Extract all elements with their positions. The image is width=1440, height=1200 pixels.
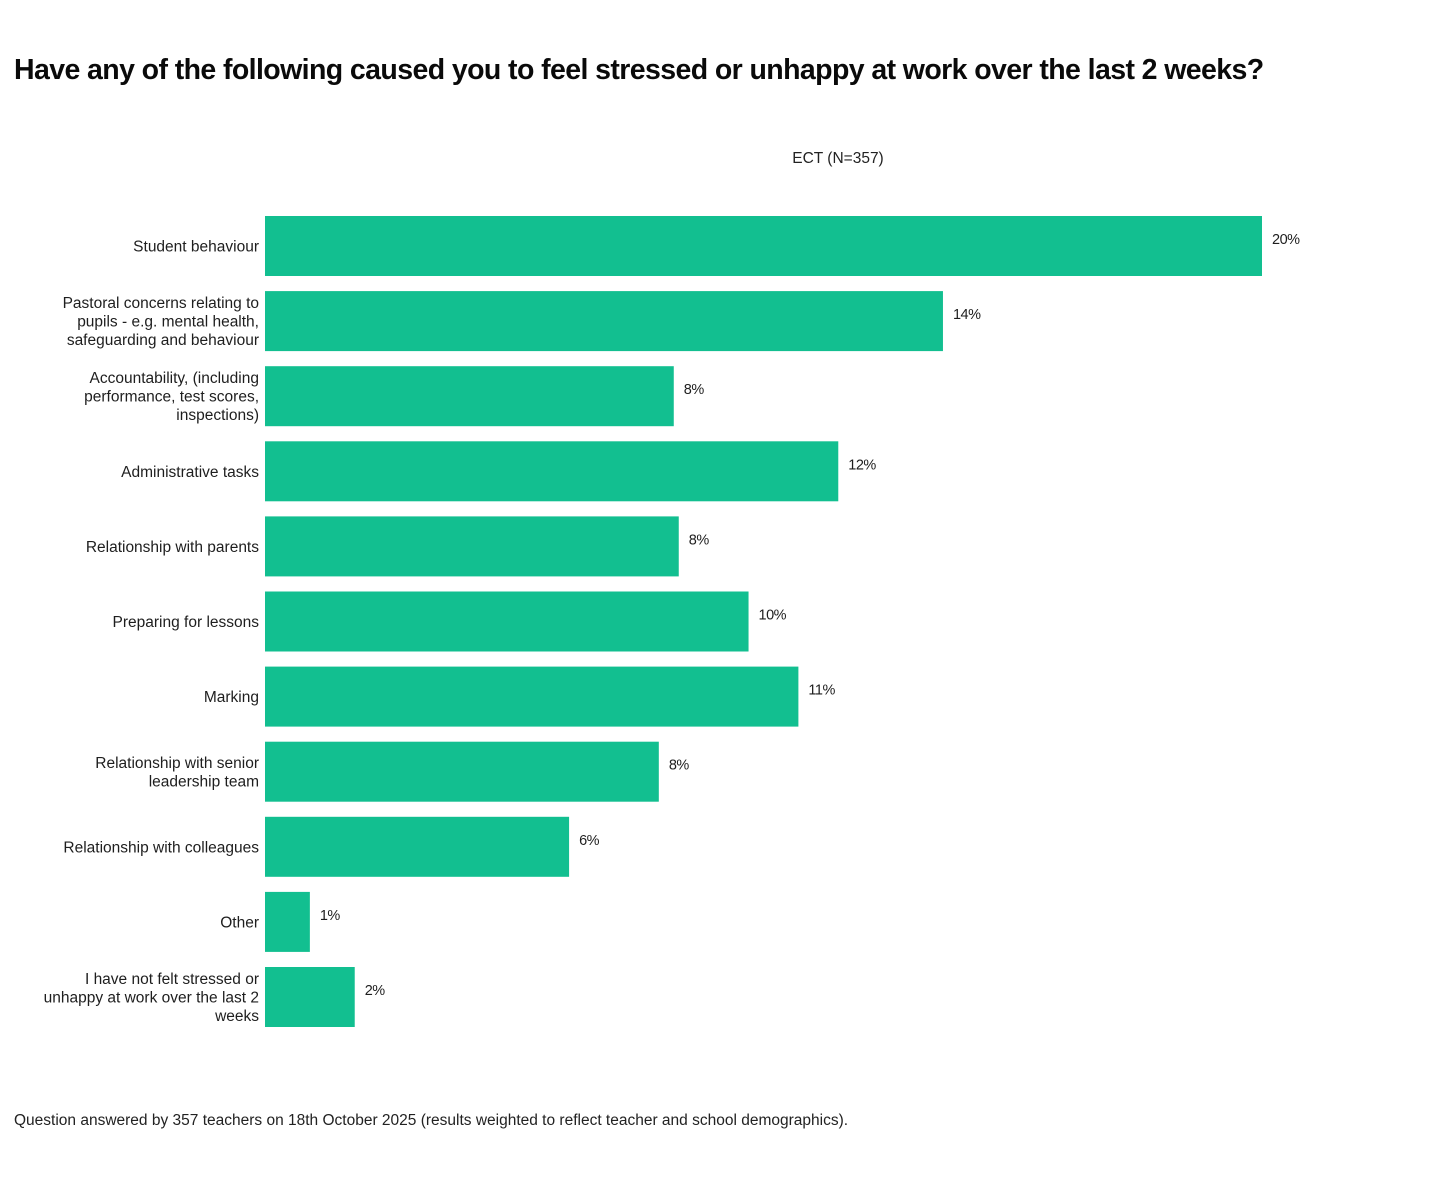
value-label: 2% (365, 983, 386, 999)
bar-group: Accountability, (including performance, t… (84, 366, 705, 427)
bar (265, 816, 570, 877)
bar-group: Relationship with colleagues 6% (63, 816, 600, 877)
bar (265, 967, 355, 1027)
category-label-line: inspections) (176, 407, 259, 424)
category-label: Administrative tasks (121, 464, 259, 481)
category-label: Student behaviour (133, 239, 259, 256)
footnote: Question answered by 357 teachers on 18t… (14, 1112, 849, 1129)
bar-group: Administrative tasks 12% (121, 441, 877, 502)
bar (265, 666, 799, 727)
value-label: 1% (320, 908, 341, 924)
category-label-line: Relationship with parents (86, 539, 259, 556)
category-label: Marking (204, 689, 259, 706)
value-label: 8% (669, 758, 690, 774)
bar (265, 441, 839, 502)
category-label-line: Accountability, (including (90, 370, 259, 387)
series-label: ECT (N=357) (792, 150, 884, 167)
bar-group: I have not felt stressed or unhappy at wo… (44, 967, 386, 1027)
category-label-line: Relationship with senior (95, 755, 259, 772)
category-label: Relationship with colleagues (63, 839, 259, 856)
bar-group: Pastoral concerns relating to pupils - e.… (63, 291, 982, 352)
value-label: 14% (953, 307, 981, 323)
category-label: Accountability, (including performance, t… (84, 370, 259, 424)
category-label: Relationship with parents (86, 539, 259, 556)
category-label: Preparing for lessons (113, 614, 260, 631)
bar (265, 216, 1262, 276)
bar-group: Relationship with senior leadership team 8… (95, 741, 690, 802)
category-label-line: weeks (214, 1008, 259, 1025)
bar-group: Other 1% (220, 891, 341, 952)
category-label: I have not felt stressed or unhappy at wo… (44, 971, 260, 1025)
category-label-line: I have not felt stressed or (85, 971, 259, 988)
bar-group: Student behaviour 20% (133, 216, 1301, 276)
category-label-line: leadership team (149, 773, 259, 790)
category-label-line: unhappy at work over the last 2 (44, 990, 259, 1007)
category-label-line: pupils - e.g. mental health, (77, 314, 259, 331)
category-label-line: Other (220, 914, 259, 931)
value-label: 12% (848, 457, 876, 473)
category-label-line: Student behaviour (133, 239, 259, 256)
value-label: 20% (1272, 232, 1300, 248)
bar-group: Preparing for lessons 10% (113, 591, 787, 652)
value-label: 11% (808, 683, 835, 699)
bar (265, 291, 943, 352)
category-label-line: safeguarding and behaviour (67, 332, 259, 349)
bar-group: Relationship with parents 8% (86, 516, 710, 577)
value-label: 10% (759, 608, 787, 624)
bar (265, 366, 674, 427)
bar (265, 741, 659, 802)
category-label-line: Administrative tasks (121, 464, 259, 481)
category-label: Relationship with senior leadership team (95, 755, 259, 791)
bar-group: Marking 11% (204, 666, 836, 727)
category-label: Pastoral concerns relating to pupils - e.… (63, 295, 259, 349)
bar (265, 591, 749, 652)
bar (265, 516, 679, 577)
value-label: 6% (579, 833, 600, 849)
category-label-line: Pastoral concerns relating to (63, 295, 259, 312)
category-label-line: Preparing for lessons (113, 614, 260, 631)
bar-chart: Student behaviour 20% Pastoral concerns re… (44, 216, 1301, 1027)
bar (265, 891, 310, 952)
chart-title: Have any of the following caused you to … (14, 54, 1264, 86)
value-label: 8% (689, 532, 710, 548)
category-label-line: Relationship with colleagues (63, 839, 259, 856)
value-label: 8% (684, 382, 705, 398)
category-label-line: performance, test scores, (84, 389, 259, 406)
category-label-line: Marking (204, 689, 259, 706)
category-label: Other (220, 914, 259, 931)
